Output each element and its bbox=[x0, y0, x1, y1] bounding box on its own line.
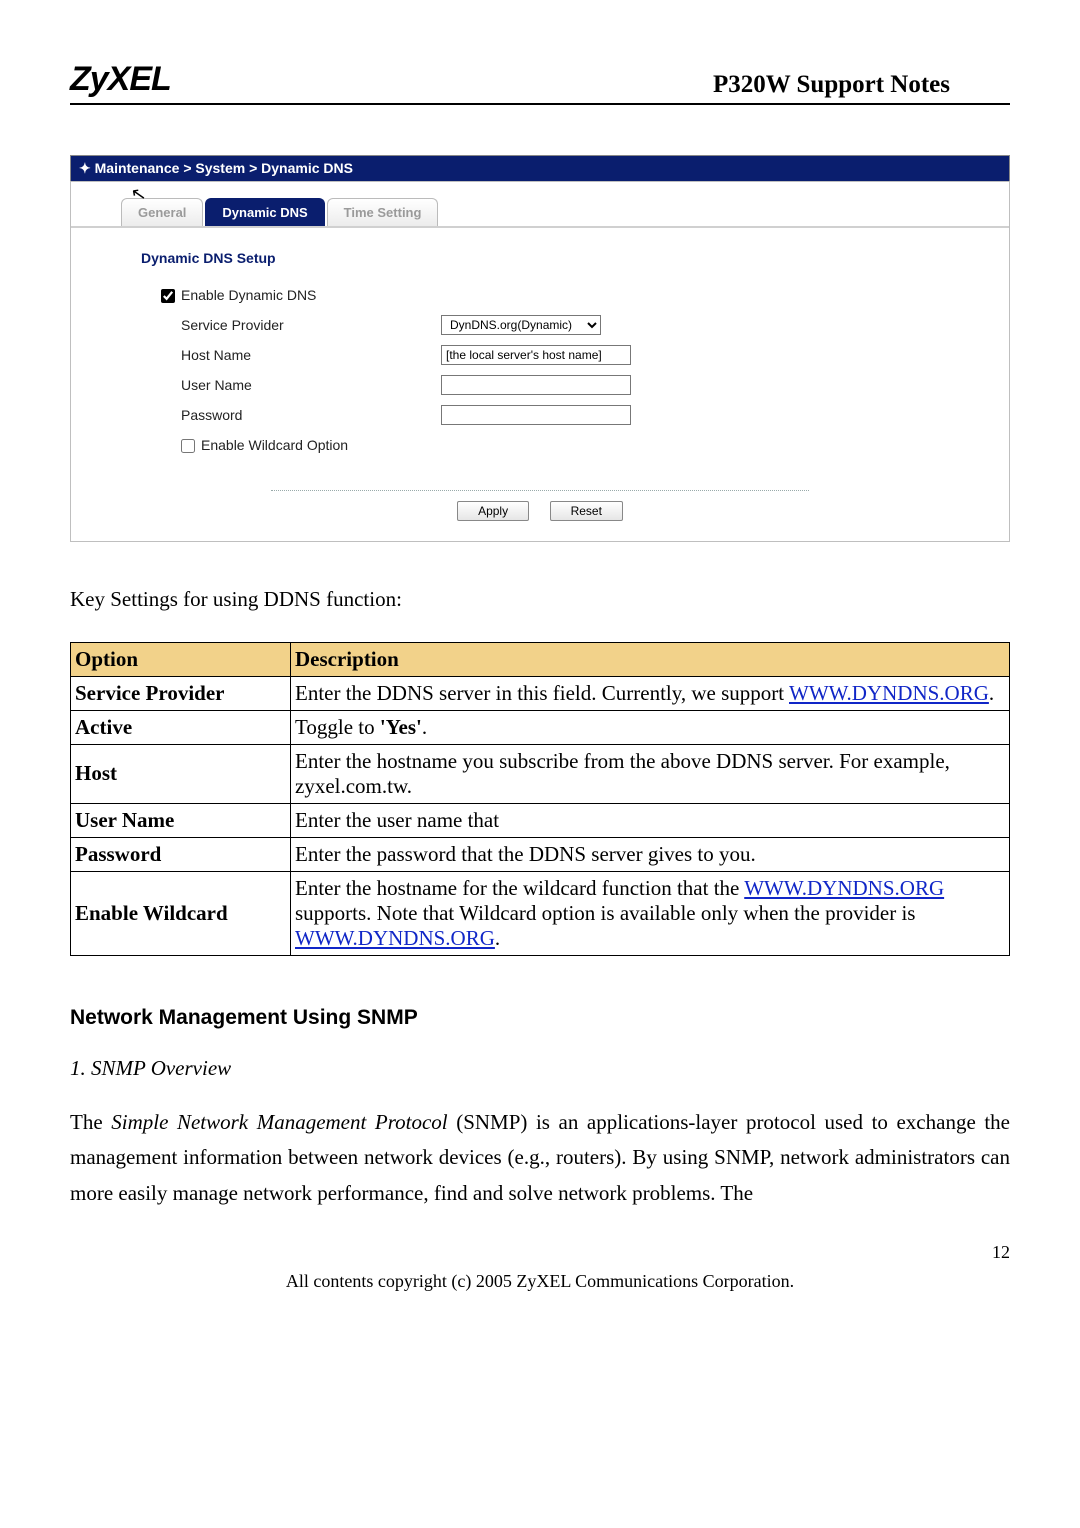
key-settings-intro: Key Settings for using DDNS function: bbox=[70, 582, 1010, 618]
section-heading-snmp: Network Management Using SNMP bbox=[70, 1006, 1010, 1030]
apply-button[interactable]: Apply bbox=[457, 501, 529, 521]
cell-option: Host bbox=[71, 744, 291, 803]
copyright-line: All contents copyright (c) 2005 ZyXEL Co… bbox=[70, 1271, 1010, 1292]
enable-wildcard-label: Enable Wildcard Option bbox=[201, 437, 348, 453]
cell-desc: Enter the password that the DDNS server … bbox=[291, 837, 1010, 871]
page-title: P320W Support Notes bbox=[713, 71, 1010, 99]
enable-ddns-label: Enable Dynamic DNS bbox=[181, 287, 316, 303]
cell-option: Enable Wildcard bbox=[71, 871, 291, 955]
table-row: Service Provider Enter the DDNS server i… bbox=[71, 676, 1010, 710]
row-host-name: Host Name bbox=[161, 340, 1009, 370]
th-description: Description bbox=[291, 642, 1010, 676]
table-row: Enable Wildcard Enter the hostname for t… bbox=[71, 871, 1010, 955]
button-row: Apply Reset bbox=[71, 460, 1009, 521]
table-row: Active Toggle to 'Yes'. bbox=[71, 710, 1010, 744]
service-provider-select[interactable]: DynDNS.org(Dynamic) bbox=[441, 315, 601, 335]
user-name-label: User Name bbox=[161, 377, 441, 393]
row-service-provider: Service Provider DynDNS.org(Dynamic) bbox=[161, 310, 1009, 340]
tab-row: General Dynamic DNS Time Setting bbox=[121, 198, 440, 226]
ddns-form: Enable Dynamic DNS Service Provider DynD… bbox=[71, 280, 1009, 460]
reset-button[interactable]: Reset bbox=[550, 501, 623, 521]
dyndns-link[interactable]: WWW.DYNDNS.ORG bbox=[789, 681, 989, 705]
dyndns-link[interactable]: WWW.DYNDNS.ORG bbox=[295, 926, 495, 950]
screenshot-body: ↖ General Dynamic DNS Time Setting Dynam… bbox=[70, 181, 1010, 542]
table-row: Password Enter the password that the DDN… bbox=[71, 837, 1010, 871]
cell-option: Password bbox=[71, 837, 291, 871]
service-provider-label: Service Provider bbox=[161, 317, 441, 333]
options-table: Option Description Service Provider Ente… bbox=[70, 642, 1010, 956]
table-row: Host Enter the hostname you subscribe fr… bbox=[71, 744, 1010, 803]
user-name-input[interactable] bbox=[441, 375, 631, 395]
breadcrumb-prefix: ✦ bbox=[79, 160, 95, 176]
page-header: ZyXEL P320W Support Notes bbox=[70, 60, 1010, 105]
ddns-screenshot: ✦ Maintenance > System > Dynamic DNS ↖ G… bbox=[70, 155, 1010, 542]
table-row: User Name Enter the user name that bbox=[71, 803, 1010, 837]
section-label: Dynamic DNS Setup bbox=[71, 228, 1009, 280]
th-option: Option bbox=[71, 642, 291, 676]
tab-strip-area: ↖ General Dynamic DNS Time Setting bbox=[71, 182, 1009, 228]
cell-desc: Enter the hostname for the wildcard func… bbox=[291, 871, 1010, 955]
host-name-input[interactable] bbox=[441, 345, 631, 365]
snmp-paragraph: The Simple Network Management Protocol (… bbox=[70, 1105, 1010, 1212]
subsection-heading-overview: 1. SNMP Overview bbox=[70, 1056, 1010, 1081]
cell-desc: Enter the hostname you subscribe from th… bbox=[291, 744, 1010, 803]
host-name-label: Host Name bbox=[161, 347, 441, 363]
dyndns-link[interactable]: WWW.DYNDNS.ORG bbox=[744, 876, 944, 900]
tab-time-setting[interactable]: Time Setting bbox=[327, 198, 439, 226]
cell-option: User Name bbox=[71, 803, 291, 837]
row-enable-ddns: Enable Dynamic DNS bbox=[161, 280, 1009, 310]
enable-ddns-checkbox[interactable] bbox=[161, 289, 175, 303]
password-input[interactable] bbox=[441, 405, 631, 425]
cell-option: Service Provider bbox=[71, 676, 291, 710]
table-header-row: Option Description bbox=[71, 642, 1010, 676]
password-label: Password bbox=[161, 407, 441, 423]
breadcrumb-text: Maintenance > System > Dynamic DNS bbox=[95, 160, 353, 176]
row-password: Password bbox=[161, 400, 1009, 430]
page-number: 12 bbox=[70, 1242, 1010, 1263]
cell-desc: Toggle to 'Yes'. bbox=[291, 710, 1010, 744]
cell-desc: Enter the user name that bbox=[291, 803, 1010, 837]
breadcrumb-bar: ✦ Maintenance > System > Dynamic DNS bbox=[70, 155, 1010, 181]
enable-wildcard-checkbox[interactable] bbox=[181, 439, 195, 453]
brand-logo: ZyXEL bbox=[70, 60, 171, 99]
cursor-icon: ↖ bbox=[129, 183, 148, 206]
tab-dynamic-dns[interactable]: Dynamic DNS bbox=[205, 198, 324, 226]
row-user-name: User Name bbox=[161, 370, 1009, 400]
separator bbox=[271, 490, 809, 491]
cell-desc: Enter the DDNS server in this field. Cur… bbox=[291, 676, 1010, 710]
cell-option: Active bbox=[71, 710, 291, 744]
row-enable-wildcard: Enable Wildcard Option bbox=[161, 430, 1009, 460]
